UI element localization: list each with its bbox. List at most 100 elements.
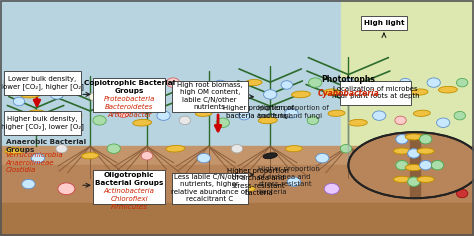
Ellipse shape xyxy=(216,118,229,127)
Ellipse shape xyxy=(348,119,367,126)
Ellipse shape xyxy=(438,86,457,93)
Ellipse shape xyxy=(360,152,379,159)
Ellipse shape xyxy=(195,110,212,116)
Text: Phototrophs: Phototrophs xyxy=(321,75,375,84)
Text: Firmicutes: Firmicutes xyxy=(111,204,147,210)
Ellipse shape xyxy=(316,153,329,163)
Text: Lower bulk density,
lower [CO₂], higher [O₂]: Lower bulk density, lower [CO₂], higher … xyxy=(1,76,84,90)
Ellipse shape xyxy=(456,189,468,198)
Ellipse shape xyxy=(197,179,210,189)
Ellipse shape xyxy=(432,146,449,152)
Ellipse shape xyxy=(396,160,408,170)
Ellipse shape xyxy=(31,153,45,163)
Ellipse shape xyxy=(417,176,434,182)
Ellipse shape xyxy=(387,144,400,153)
Ellipse shape xyxy=(396,135,408,144)
Bar xyxy=(0,203,474,236)
Ellipse shape xyxy=(89,93,100,101)
Text: Bacteroidetes: Bacteroidetes xyxy=(105,104,154,110)
Ellipse shape xyxy=(99,177,110,186)
FancyBboxPatch shape xyxy=(4,111,81,135)
Text: Less labile C/N/other
nutrients, higher
relative abundance of
recalcitrant C: Less labile C/N/other nutrients, higher … xyxy=(172,174,248,202)
Ellipse shape xyxy=(405,134,422,140)
Ellipse shape xyxy=(197,96,216,102)
Ellipse shape xyxy=(20,91,41,98)
Text: Cyanobacteria: Cyanobacteria xyxy=(318,88,379,97)
Ellipse shape xyxy=(166,145,185,152)
Ellipse shape xyxy=(281,81,292,89)
Ellipse shape xyxy=(287,177,301,186)
Ellipse shape xyxy=(166,78,180,87)
Text: Higher proportion
of archaea and
stress-resistant
bacteria: Higher proportion of archaea and stress-… xyxy=(258,166,320,195)
Ellipse shape xyxy=(456,78,468,87)
Text: Higher bulk density,
higher [CO₂], lower [O₂]: Higher bulk density, higher [CO₂], lower… xyxy=(1,116,84,131)
Ellipse shape xyxy=(82,153,99,159)
Text: Verrucomicrobia
Anaerolimeae
Clostidia: Verrucomicrobia Anaerolimeae Clostidia xyxy=(6,152,64,173)
Ellipse shape xyxy=(307,116,319,125)
Ellipse shape xyxy=(292,91,310,98)
Ellipse shape xyxy=(343,78,354,87)
Text: Arthrobacter: Arthrobacter xyxy=(107,112,151,118)
Ellipse shape xyxy=(32,78,58,87)
Ellipse shape xyxy=(427,78,440,87)
Ellipse shape xyxy=(107,144,120,153)
Ellipse shape xyxy=(119,90,132,99)
Ellipse shape xyxy=(214,80,227,90)
FancyBboxPatch shape xyxy=(93,78,165,112)
Bar xyxy=(0,165,474,236)
Ellipse shape xyxy=(323,89,340,95)
FancyBboxPatch shape xyxy=(172,173,248,204)
Ellipse shape xyxy=(103,82,120,88)
Ellipse shape xyxy=(245,80,262,86)
Ellipse shape xyxy=(56,144,67,153)
Ellipse shape xyxy=(393,176,410,182)
Ellipse shape xyxy=(264,90,277,99)
Ellipse shape xyxy=(439,179,452,189)
Ellipse shape xyxy=(384,90,398,99)
Ellipse shape xyxy=(413,110,430,116)
Bar xyxy=(0,146,474,236)
Ellipse shape xyxy=(400,78,411,87)
Ellipse shape xyxy=(285,109,298,118)
FancyBboxPatch shape xyxy=(172,81,248,112)
Text: High root biomass,
high OM content,
labile C/N/other
nutrients: High root biomass, high OM content, labi… xyxy=(177,82,243,110)
Ellipse shape xyxy=(67,83,80,92)
Ellipse shape xyxy=(404,183,421,190)
Text: Higher proportion
of archaea and
stress-resistant
bacteria: Higher proportion of archaea and stress-… xyxy=(228,168,289,196)
Ellipse shape xyxy=(417,148,434,154)
FancyBboxPatch shape xyxy=(4,71,81,95)
FancyBboxPatch shape xyxy=(361,16,407,30)
Text: Localization of microbes
near plant roots at depth: Localization of microbes near plant root… xyxy=(332,86,419,99)
Ellipse shape xyxy=(373,111,386,120)
Ellipse shape xyxy=(179,116,191,125)
Ellipse shape xyxy=(118,109,129,118)
Ellipse shape xyxy=(263,153,277,159)
Ellipse shape xyxy=(419,160,432,170)
Bar xyxy=(0,0,341,146)
Ellipse shape xyxy=(231,144,243,153)
Circle shape xyxy=(348,132,474,198)
Ellipse shape xyxy=(5,148,24,154)
Ellipse shape xyxy=(411,154,423,162)
Ellipse shape xyxy=(356,90,369,99)
Ellipse shape xyxy=(393,148,410,154)
Ellipse shape xyxy=(453,151,466,160)
Ellipse shape xyxy=(454,111,465,120)
Ellipse shape xyxy=(49,118,60,127)
Text: Actinobacteria: Actinobacteria xyxy=(104,188,155,194)
Text: Chloroflexi: Chloroflexi xyxy=(110,196,148,202)
Text: Anaerobic Bacterial
Groups: Anaerobic Bacterial Groups xyxy=(6,139,86,153)
Ellipse shape xyxy=(395,116,406,125)
Ellipse shape xyxy=(340,144,352,153)
Ellipse shape xyxy=(324,183,339,194)
Ellipse shape xyxy=(431,160,444,170)
Ellipse shape xyxy=(258,117,277,124)
Bar xyxy=(341,0,474,146)
Ellipse shape xyxy=(22,179,35,189)
FancyBboxPatch shape xyxy=(93,170,165,204)
Ellipse shape xyxy=(157,111,170,120)
Text: Oligotrophic
Bacterial Groups: Oligotrophic Bacterial Groups xyxy=(95,172,164,186)
Ellipse shape xyxy=(133,119,152,126)
Ellipse shape xyxy=(93,116,106,125)
Ellipse shape xyxy=(369,177,380,186)
